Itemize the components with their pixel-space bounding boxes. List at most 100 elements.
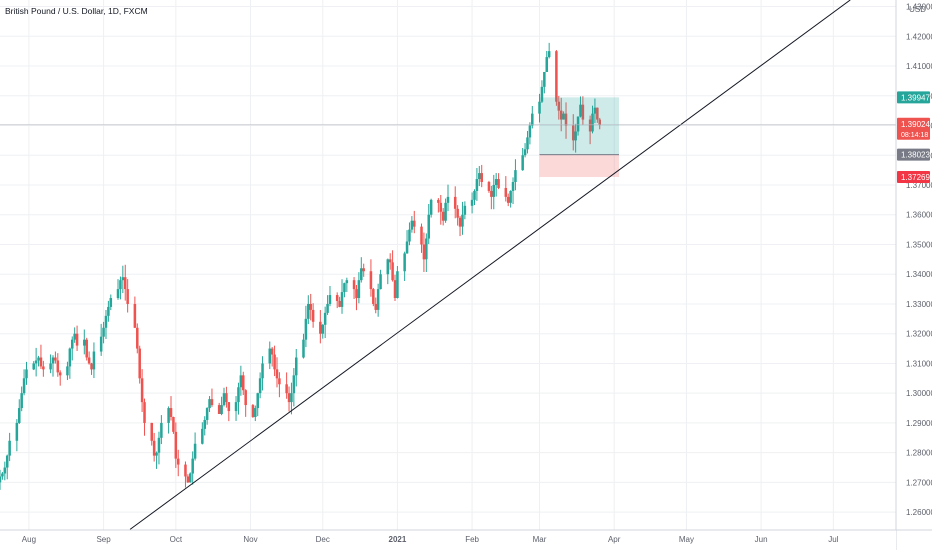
candle-body xyxy=(172,416,175,432)
candle-body xyxy=(85,339,88,358)
candle-body xyxy=(205,408,209,420)
candle-body xyxy=(456,208,459,218)
candle-body xyxy=(555,51,558,102)
time-tick-label: 2021 xyxy=(389,535,407,544)
time-axis[interactable] xyxy=(0,530,896,550)
candle-body xyxy=(121,277,125,281)
candle-body xyxy=(403,253,406,272)
candle-body xyxy=(309,303,312,310)
candle-body xyxy=(571,125,575,141)
candle-body xyxy=(497,179,500,188)
candle-body xyxy=(49,363,52,370)
candle-body xyxy=(193,443,197,459)
candle-body xyxy=(420,226,423,245)
trendline-line[interactable] xyxy=(129,0,851,530)
candle-body xyxy=(244,390,247,406)
candle-body xyxy=(531,113,534,126)
price-tick-label: 1.34000 xyxy=(906,270,932,279)
candle-body xyxy=(119,280,122,290)
candle-body xyxy=(189,473,192,483)
candle-body xyxy=(588,119,592,132)
candle-body xyxy=(157,437,161,453)
candle-body xyxy=(140,378,144,403)
candle-body xyxy=(453,196,457,209)
candle-body xyxy=(270,348,274,355)
price-tick-label: 1.36000 xyxy=(906,211,932,220)
candle-body xyxy=(427,214,430,239)
candle-body xyxy=(374,303,378,310)
time-tick-label: Apr xyxy=(608,535,621,544)
candle-body xyxy=(54,357,57,361)
candle-body xyxy=(302,339,305,358)
candles xyxy=(0,42,602,490)
candle-body xyxy=(73,333,76,340)
price-tick-label: 1.29000 xyxy=(906,419,932,428)
candle-body xyxy=(155,452,158,456)
candle-body xyxy=(475,179,479,191)
candle-body xyxy=(294,357,298,376)
candle-body xyxy=(480,173,483,183)
candle-body xyxy=(203,419,206,429)
price-tick-label: 1.28000 xyxy=(906,449,932,458)
candle-body xyxy=(87,357,91,364)
candle-body xyxy=(92,351,96,370)
candle-body xyxy=(372,289,375,304)
candle-body xyxy=(446,196,450,203)
candle-body xyxy=(239,375,243,388)
candle-body xyxy=(425,238,428,260)
candle-body xyxy=(355,289,358,299)
price-tick-label: 1.30000 xyxy=(906,389,932,398)
candle-body xyxy=(598,119,602,125)
candle-body xyxy=(458,217,462,227)
candle-body xyxy=(528,125,532,138)
price-badge-stop xyxy=(897,170,930,183)
candle-body xyxy=(39,357,43,367)
price-badge-label: 1.39947 xyxy=(901,93,930,102)
trendline[interactable] xyxy=(129,0,851,530)
candle-body xyxy=(478,173,481,180)
candle-body xyxy=(268,348,272,364)
candle-body xyxy=(319,321,322,334)
candle-body xyxy=(391,262,394,281)
price-badge-label: 1.39024 xyxy=(901,120,930,129)
candle-body xyxy=(328,295,332,304)
candle-body xyxy=(311,309,315,322)
time-tick-label: Nov xyxy=(243,535,257,544)
loss-zone[interactable] xyxy=(539,154,620,177)
candle-body xyxy=(386,259,390,275)
price-tick-label: 1.42000 xyxy=(906,32,932,41)
candle-body xyxy=(234,402,238,412)
candle-body xyxy=(504,187,508,197)
candle-body xyxy=(32,363,35,370)
candle-body xyxy=(186,476,190,483)
price-badges: 1.39947 1.39024 08:14:18 1.38023 1.37269 xyxy=(897,91,930,183)
candle-body xyxy=(562,113,565,120)
candle-body xyxy=(176,458,180,465)
candle-body xyxy=(258,378,262,394)
candle-body xyxy=(343,283,346,293)
candle-body xyxy=(511,182,515,191)
profit-zone[interactable] xyxy=(539,97,620,155)
candle-body xyxy=(340,292,344,307)
candle-body xyxy=(278,378,281,385)
candle-body xyxy=(210,399,214,406)
candle-body xyxy=(116,289,120,299)
candle-body xyxy=(439,202,443,212)
candle-body xyxy=(174,431,178,459)
price-tick-label: 1.27000 xyxy=(906,478,932,487)
chart-title: British Pound / U.S. Dollar, 1D, FXCM xyxy=(5,6,148,16)
price-tick-label: 1.31000 xyxy=(906,359,932,368)
time-tick-label: Jul xyxy=(828,535,838,544)
time-tick-label: Oct xyxy=(170,535,183,544)
candle-body xyxy=(463,205,467,215)
candle-body xyxy=(20,393,23,409)
candle-body xyxy=(494,179,498,185)
candle-body xyxy=(321,324,325,334)
long-position-tool[interactable] xyxy=(539,97,620,177)
time-tick-label: Jun xyxy=(755,535,768,544)
candle-body xyxy=(42,366,45,370)
candle-body xyxy=(75,333,79,346)
candle-body xyxy=(523,149,527,156)
candle-body xyxy=(557,101,561,111)
